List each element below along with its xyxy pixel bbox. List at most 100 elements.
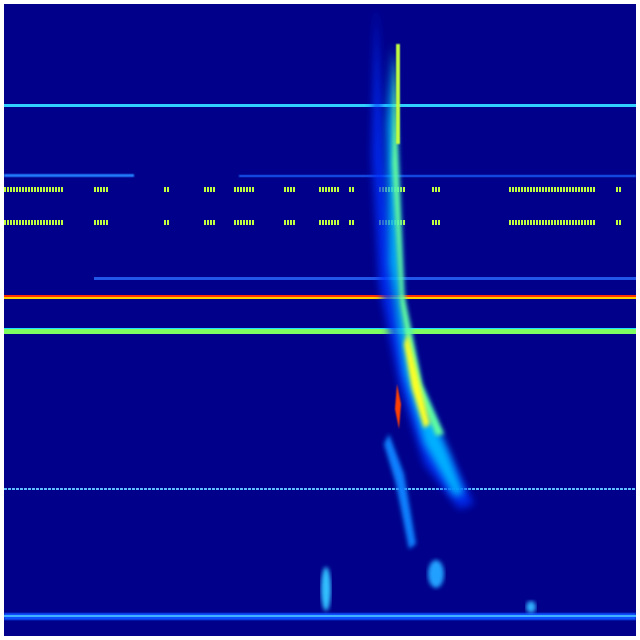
burst-mark [132, 488, 135, 490]
burst-mark [584, 488, 587, 490]
burst-mark [403, 187, 405, 192]
burst-mark [520, 488, 523, 490]
burst-mark [403, 220, 405, 225]
burst-mark [244, 488, 247, 490]
burst-mark [28, 488, 31, 490]
burst-mark [22, 220, 24, 225]
burst-mark [192, 488, 195, 490]
burst-mark [488, 488, 491, 490]
burst-mark [304, 488, 307, 490]
burst-mark [34, 187, 36, 192]
burst-mark [572, 488, 575, 490]
burst-mark [16, 488, 19, 490]
burst-mark [237, 187, 239, 192]
burst-mark [392, 488, 395, 490]
burst-mark [604, 488, 607, 490]
burst-mark [554, 220, 556, 225]
burst-mark [19, 220, 21, 225]
burst-mark [530, 187, 532, 192]
burst-mark [24, 488, 27, 490]
burst-mark [112, 488, 115, 490]
burst-mark [619, 187, 621, 192]
burst-mark [527, 220, 529, 225]
burst-mark [384, 488, 387, 490]
burst-mark [588, 488, 591, 490]
burst-mark [31, 220, 33, 225]
burst-mark [37, 220, 39, 225]
burst-mark [552, 488, 555, 490]
burst-mark [528, 488, 531, 490]
burst-mark [500, 488, 503, 490]
burst-mark [628, 488, 631, 490]
burst-mark [10, 187, 12, 192]
burst-mark [88, 488, 91, 490]
burst-mark [124, 488, 127, 490]
burst-mark [52, 220, 54, 225]
burst-mark [512, 187, 514, 192]
burst-mark [376, 488, 379, 490]
burst-mark [252, 187, 254, 192]
burst-mark [97, 220, 99, 225]
burst-mark [180, 488, 183, 490]
burst-mark [208, 488, 211, 490]
burst-mark [240, 187, 242, 192]
burst-mark [210, 187, 212, 192]
burst-mark [322, 220, 324, 225]
burst-mark [484, 488, 487, 490]
burst-mark [572, 220, 574, 225]
burst-mark [184, 488, 187, 490]
burst-mark [204, 488, 207, 490]
burst-mark [331, 220, 333, 225]
burst-mark [554, 187, 556, 192]
burst-mark [4, 187, 6, 192]
burst-mark [61, 220, 63, 225]
burst-mark [52, 488, 55, 490]
burst-mark [360, 488, 363, 490]
burst-mark [325, 220, 327, 225]
burst-mark [566, 220, 568, 225]
burst-mark [348, 488, 351, 490]
burst-mark [587, 187, 589, 192]
burst-mark [424, 488, 427, 490]
burst-mark [148, 488, 151, 490]
burst-mark [340, 488, 343, 490]
burst-mark [578, 220, 580, 225]
burst-mark [620, 488, 623, 490]
burst-mark [100, 488, 103, 490]
burst-mark [204, 187, 206, 192]
carrier-line-green-edge [4, 328, 636, 329]
burst-mark [97, 187, 99, 192]
burst-mark [46, 220, 48, 225]
burst-mark [515, 220, 517, 225]
burst-mark [524, 187, 526, 192]
burst-mark [220, 488, 223, 490]
burst-mark [213, 187, 215, 192]
burst-mark [4, 220, 6, 225]
burst-mark [292, 488, 295, 490]
carrier-line-yellow [4, 297, 636, 299]
burst-mark [521, 187, 523, 192]
burst-mark [569, 187, 571, 192]
burst-mark [25, 220, 27, 225]
burst-mark [232, 488, 235, 490]
burst-mark [64, 488, 67, 490]
burst-mark [128, 488, 131, 490]
burst-mark [368, 488, 371, 490]
burst-mark [612, 488, 615, 490]
burst-mark [328, 488, 331, 490]
burst-mark [284, 220, 286, 225]
burst-mark [560, 220, 562, 225]
burst-mark [551, 187, 553, 192]
burst-mark [94, 220, 96, 225]
burst-mark [592, 488, 595, 490]
burst-mark [176, 488, 179, 490]
burst-mark [22, 187, 24, 192]
burst-mark [496, 488, 499, 490]
burst-mark [20, 488, 23, 490]
burst-mark [320, 488, 323, 490]
burst-mark [563, 187, 565, 192]
burst-mark [428, 488, 431, 490]
burst-mark [372, 488, 375, 490]
burst-mark [276, 488, 279, 490]
burst-mark [440, 488, 443, 490]
